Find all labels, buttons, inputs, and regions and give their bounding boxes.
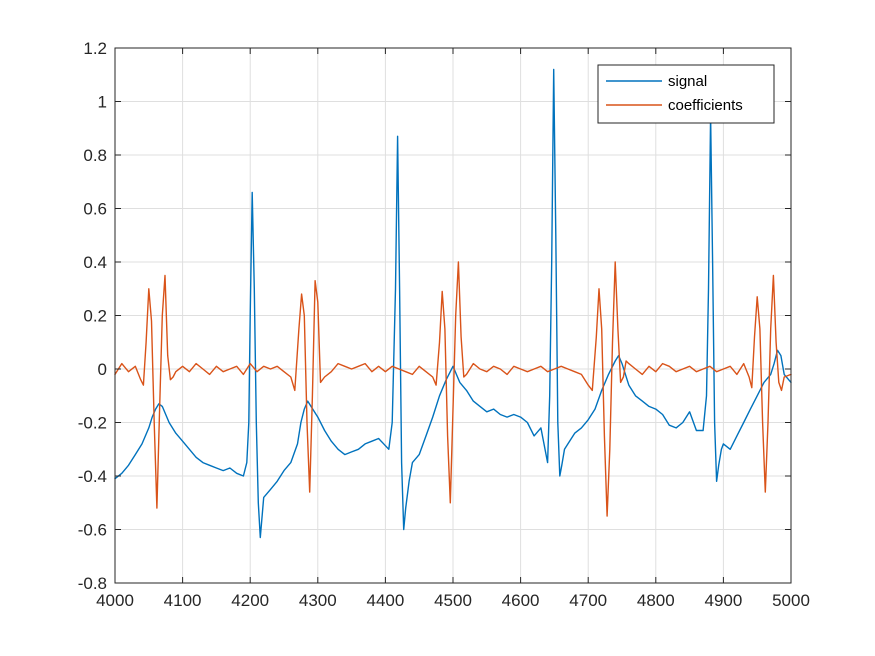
x-tick-label: 4800	[637, 591, 675, 610]
y-tick-label: 1	[98, 93, 107, 112]
legend: signal coefficients	[597, 64, 775, 124]
y-tick-label: 0.2	[83, 307, 107, 326]
x-tick-label: 4600	[502, 591, 540, 610]
series-layer	[114, 68, 792, 539]
y-tick-label: 0.8	[83, 146, 107, 165]
legend-label-signal: signal	[668, 73, 707, 90]
ticks: 4000 4100 4200 4300 4400 4500 4600 4700 4800 4900…	[78, 39, 810, 610]
x-tick-label: 4700	[569, 591, 607, 610]
y-tick-label: 0.4	[83, 253, 107, 272]
y-tick-label: -0.6	[78, 521, 107, 540]
x-tick-label: 5000	[772, 591, 810, 610]
x-tick-label: 4400	[366, 591, 404, 610]
x-tick-label: 4200	[231, 591, 269, 610]
x-tick-label: 4900	[704, 591, 742, 610]
y-tick-label: -0.2	[78, 414, 107, 433]
x-tick-label: 4500	[434, 591, 472, 610]
x-tick-label: 4300	[299, 591, 337, 610]
y-tick-label: -0.8	[78, 574, 107, 593]
y-tick-label: 0.6	[83, 200, 107, 219]
y-tick-label: 0	[98, 360, 107, 379]
x-tick-label: 4100	[164, 591, 202, 610]
y-tick-label: -0.4	[78, 467, 107, 486]
y-tick-label: 1.2	[83, 39, 107, 58]
legend-label-coefficients: coefficients	[668, 97, 743, 114]
series-line-coefficients	[114, 261, 792, 517]
x-tick-label: 4000	[96, 591, 134, 610]
legend-box	[597, 64, 775, 124]
